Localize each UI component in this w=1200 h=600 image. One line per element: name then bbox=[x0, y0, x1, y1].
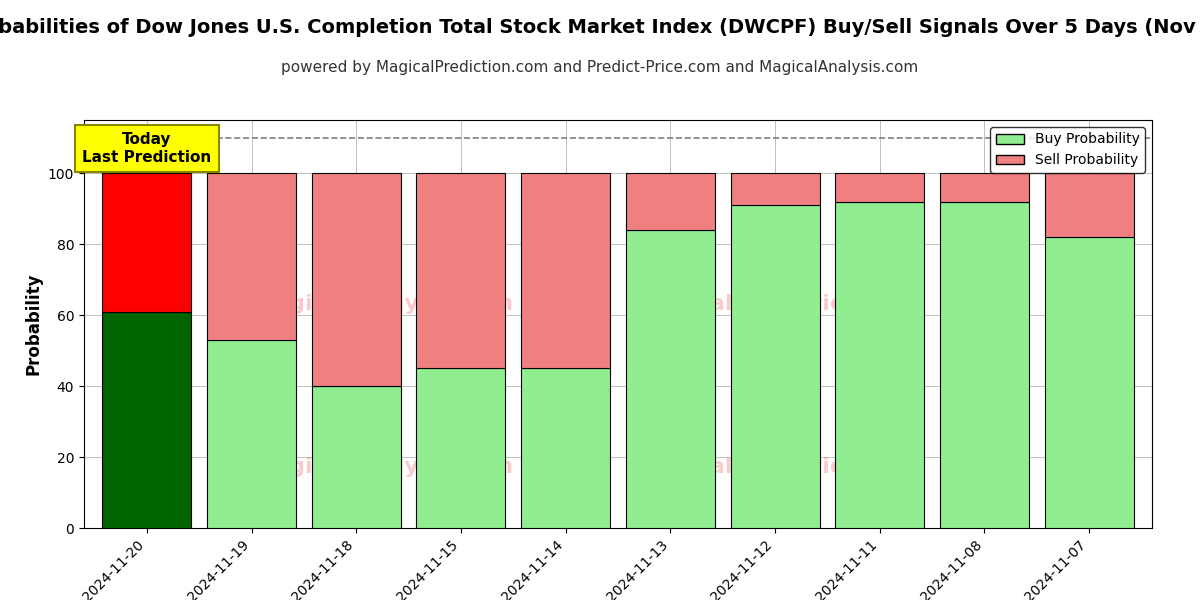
Bar bbox=[731, 205, 820, 528]
Text: MagicalAnalysis.com: MagicalAnalysis.com bbox=[252, 293, 514, 314]
Bar bbox=[102, 311, 191, 528]
Bar bbox=[416, 368, 505, 528]
Bar bbox=[940, 202, 1028, 528]
Bar bbox=[626, 173, 715, 230]
Bar bbox=[940, 173, 1028, 202]
Text: MagicalPrediction.com: MagicalPrediction.com bbox=[636, 457, 920, 477]
Text: Probabilities of Dow Jones U.S. Completion Total Stock Market Index (DWCPF) Buy/: Probabilities of Dow Jones U.S. Completi… bbox=[0, 18, 1200, 37]
Y-axis label: Probability: Probability bbox=[24, 273, 42, 375]
Bar bbox=[626, 230, 715, 528]
Bar bbox=[731, 173, 820, 205]
Bar bbox=[208, 173, 296, 340]
Bar bbox=[1045, 173, 1134, 237]
Legend: Buy Probability, Sell Probability: Buy Probability, Sell Probability bbox=[990, 127, 1145, 173]
Text: Today
Last Prediction: Today Last Prediction bbox=[82, 132, 211, 164]
Bar bbox=[835, 202, 924, 528]
Bar bbox=[208, 340, 296, 528]
Bar bbox=[1045, 237, 1134, 528]
Text: MagicalAnalysis.com: MagicalAnalysis.com bbox=[252, 457, 514, 477]
Bar bbox=[835, 173, 924, 202]
Bar bbox=[521, 173, 610, 368]
Bar bbox=[521, 368, 610, 528]
Bar bbox=[312, 173, 401, 386]
Text: MagicalPrediction.com: MagicalPrediction.com bbox=[636, 293, 920, 314]
Bar bbox=[312, 386, 401, 528]
Text: powered by MagicalPrediction.com and Predict-Price.com and MagicalAnalysis.com: powered by MagicalPrediction.com and Pre… bbox=[281, 60, 919, 75]
Bar bbox=[416, 173, 505, 368]
Bar bbox=[102, 173, 191, 311]
